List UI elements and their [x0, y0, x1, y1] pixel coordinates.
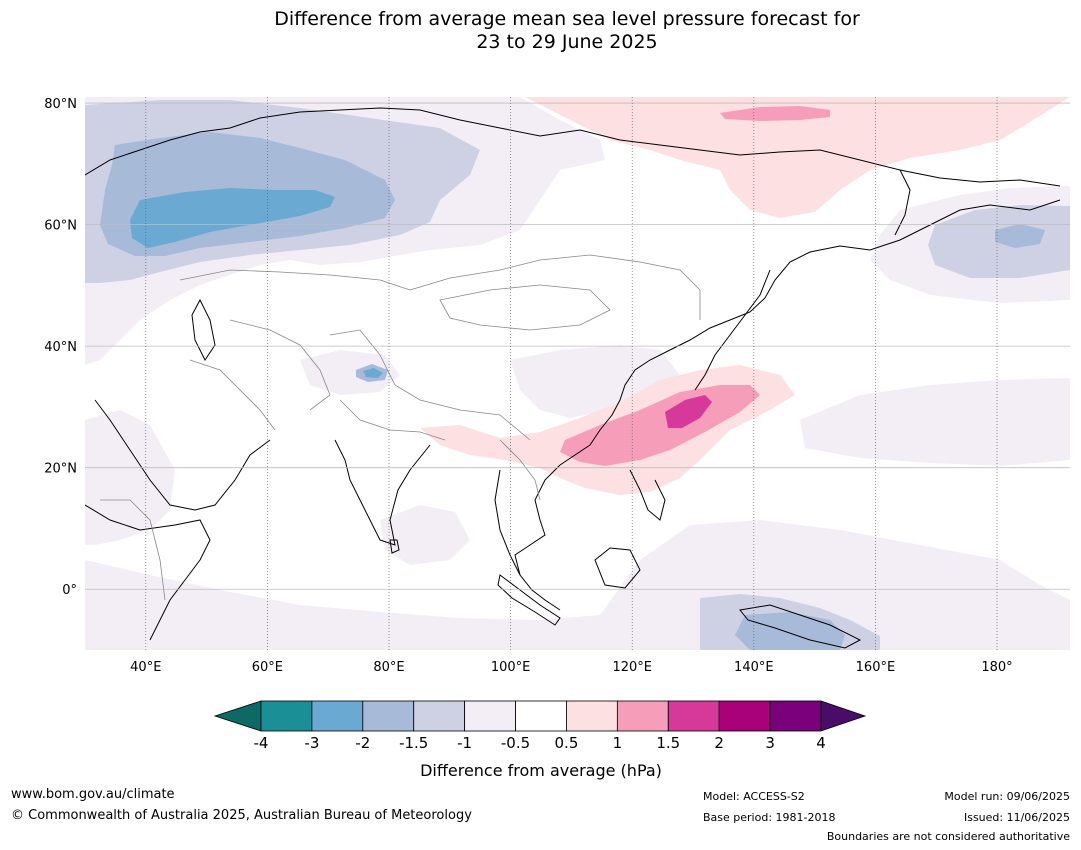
lilac-region-bay-of-bengal: [380, 505, 470, 565]
border-mongolia: [439, 284, 611, 331]
colorbar-tick-label: 1: [613, 734, 623, 752]
longitude-label: 180°: [981, 660, 1012, 675]
graticule: [85, 97, 1070, 650]
colorbar-under-arrow: [213, 700, 262, 732]
colorbar-label: Difference from average (hPa): [420, 761, 662, 780]
colorbar-tick-label: 4: [816, 734, 826, 752]
minus-2-region-pamir: [363, 368, 383, 378]
colorbar-over-arrow: [820, 700, 867, 732]
colorbar-tick-label: -4: [254, 734, 269, 752]
country-borders: [100, 254, 701, 601]
lilac-region-tibet: [300, 350, 400, 395]
longitude-label: 40°E: [130, 660, 161, 675]
latitude-label: 40°N: [44, 340, 77, 355]
coastline-africa: [85, 504, 211, 641]
footer-disclaimer: Boundaries are not considered authoritat…: [826, 830, 1070, 843]
colorbar-swatch: [464, 700, 516, 732]
minus-1-5-region-north-pacific: [995, 224, 1045, 248]
anomaly-fill-plus-1-5: [665, 395, 712, 428]
latitude-label: 20°N: [44, 462, 77, 477]
chart-title: Difference from average mean sea level p…: [0, 8, 1081, 54]
longitude-label: 160°E: [856, 660, 896, 675]
footer-model-run: Model run: 09/06/2025: [944, 790, 1070, 803]
longitude-label: 120°E: [612, 660, 652, 675]
title-line-1: Difference from average mean sea level p…: [274, 8, 860, 30]
coastline-arctic-west: [85, 107, 1061, 187]
coastline-japan: [694, 269, 771, 391]
coastline-sri-lanka: [389, 539, 400, 554]
colorbar-swatch: [616, 700, 669, 732]
title-line-2: 23 to 29 June 2025: [476, 31, 658, 53]
coastline-new-guinea: [739, 604, 862, 649]
border-africa: [100, 499, 166, 601]
longitude-label: 140°E: [734, 660, 774, 675]
minus-2-region-north-eurasia: [130, 188, 335, 248]
latitude-label: 0°: [62, 583, 77, 598]
latitude-labels: 80°N 60°N 40°N 20°N 0°: [44, 97, 77, 598]
colorbar-tick-label: -2: [355, 734, 370, 752]
anomaly-fill-minus-2: [130, 188, 383, 378]
colorbar-tick-label: 1.5: [656, 734, 680, 752]
coastline-philippines: [629, 469, 666, 521]
map-panel: [85, 97, 1070, 650]
footer-copyright: © Commonwealth of Australia 2025, Austra…: [11, 808, 472, 823]
colorbar-tick-label: 3: [765, 734, 775, 752]
plus-0-5-region-arctic: [525, 97, 1070, 218]
colorbar-tick-label: -3: [304, 734, 319, 752]
coastline-india: [334, 439, 431, 546]
border-southeast-asia: [499, 439, 541, 501]
border-india: [339, 399, 446, 441]
latitude-gridlines: [85, 102, 1070, 590]
colorbar-swatch: [769, 700, 822, 732]
colorbar-swatch: [566, 700, 618, 732]
colorbar-swatch: [260, 700, 313, 732]
colorbar-tick-label: 0.5: [555, 734, 579, 752]
coastline-indochina: [494, 469, 521, 576]
colorbar-tick-label: -1.5: [399, 734, 428, 752]
colorbar-swatch: [667, 700, 720, 732]
anomaly-fill-plus-1: [560, 106, 830, 466]
colorbar-tick-label: -0.5: [501, 734, 530, 752]
border-central-asia: [229, 319, 331, 411]
footer-base-period: Base period: 1981-2018: [703, 811, 836, 824]
longitude-label: 80°E: [373, 660, 404, 675]
colorbar-swatch: [718, 700, 771, 732]
latitude-label: 60°N: [44, 219, 77, 234]
plus-1-region-arctic: [720, 106, 830, 121]
colorbar-swatch: [362, 700, 415, 732]
longitude-label: 100°E: [491, 660, 531, 675]
border-china-west: [329, 329, 531, 441]
longitude-labels: 40°E 60°E 80°E 100°E 120°E 140°E 160°E 180°: [130, 660, 1013, 675]
coastline-east-asia: [559, 199, 1061, 466]
border-russia-kazakhstan: [179, 269, 411, 291]
coastlines: [85, 107, 1061, 649]
longitude-label: 60°E: [252, 660, 283, 675]
plus-1-region-east-asia: [560, 385, 760, 466]
footer-model: Model: ACCESS-S2: [703, 790, 805, 803]
latitude-label: 80°N: [44, 97, 77, 112]
colorbar-tick-labels: -4 -3 -2 -1.5 -1 -0.5 0.5 1 1.5 2 3 4: [254, 734, 826, 752]
colorbar-swatch: [515, 700, 567, 732]
colorbar-swatch: [413, 700, 466, 732]
longitude-gridlines: [145, 97, 998, 650]
colorbar-swatch: [311, 700, 364, 732]
footer-website: www.bom.gov.au/climate: [11, 787, 175, 802]
colorbar: -4 -3 -2 -1.5 -1 -0.5 0.5 1 1.5 2 3 4 Difference fr…: [213, 700, 867, 780]
lilac-region-pacific-central: [800, 378, 1070, 466]
coastline-borneo: [594, 547, 641, 589]
coastline-caspian: [191, 298, 216, 361]
minus-1-5-region-indonesia: [735, 612, 845, 650]
colorbar-tick-label: 2: [714, 734, 724, 752]
border-iran: [189, 359, 276, 431]
lilac-region-arabia: [85, 410, 175, 545]
colorbar-swatches: [260, 700, 822, 732]
colorbar-tick-label: -1: [457, 734, 472, 752]
footer-issued: Issued: 11/06/2025: [963, 811, 1070, 824]
border-china-north: [409, 254, 701, 320]
plus-1-5-region-east-asia: [665, 395, 712, 428]
